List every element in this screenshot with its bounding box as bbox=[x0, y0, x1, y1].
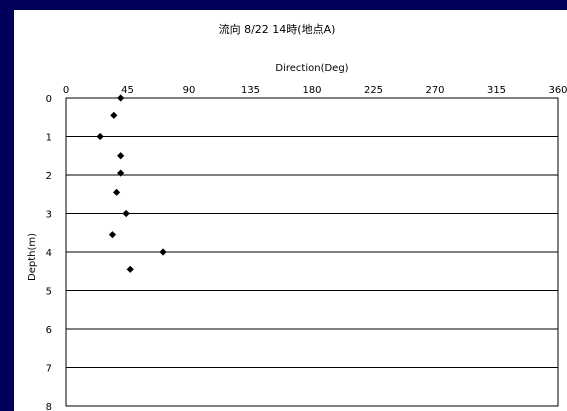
gridlines bbox=[66, 136, 558, 368]
y-tick-label: 4 bbox=[46, 248, 52, 259]
x-tick-label: 315 bbox=[487, 85, 506, 96]
data-point-7 bbox=[122, 209, 130, 218]
y-tick-label: 7 bbox=[46, 364, 52, 375]
y-tick-label: 5 bbox=[46, 287, 52, 298]
y-tick-label: 3 bbox=[46, 210, 52, 221]
x-tick-label: 135 bbox=[241, 85, 260, 96]
y-axis-label: Depth(m) bbox=[27, 233, 38, 281]
data-point-2 bbox=[110, 111, 118, 119]
data-point-1 bbox=[117, 94, 125, 102]
data-point-8 bbox=[108, 231, 117, 239]
x-tick-label: 90 bbox=[183, 85, 196, 96]
x-tick-labels: 0 45 90 135 180 225 270 315 360 bbox=[63, 85, 567, 96]
x-tick-label: 225 bbox=[364, 85, 383, 96]
x-tick-label: 270 bbox=[425, 85, 444, 96]
y-tick-label: 2 bbox=[46, 171, 52, 182]
x-tick-label: 180 bbox=[302, 85, 321, 96]
y-tick-label: 6 bbox=[46, 325, 52, 336]
x-axis-label: Direction(Deg) bbox=[275, 63, 348, 74]
y-tick-label: 0 bbox=[46, 94, 52, 105]
data-point-3 bbox=[96, 132, 104, 141]
x-tick-label: 360 bbox=[548, 85, 567, 96]
plot-area bbox=[65, 97, 559, 407]
y-tick-label: 8 bbox=[46, 402, 52, 411]
data-point-6 bbox=[112, 188, 121, 196]
chart-panel: 流向 8/22 14時(地点A) Direction(Deg) Depth(m)… bbox=[14, 10, 567, 411]
chart-title: 流向 8/22 14時(地点A) bbox=[219, 22, 336, 36]
x-tick-label: 0 bbox=[63, 85, 69, 96]
depth-direction-chart: 流向 8/22 14時(地点A) Direction(Deg) Depth(m)… bbox=[27, 22, 567, 411]
data-point-5 bbox=[117, 169, 125, 177]
x-tick-label: 45 bbox=[121, 85, 134, 96]
data-point-4 bbox=[117, 152, 125, 160]
data-point-9 bbox=[159, 248, 167, 256]
y-tick-labels: 0 1 2 3 4 5 6 7 8 bbox=[46, 94, 52, 411]
y-tick-label: 1 bbox=[46, 133, 52, 144]
data-points bbox=[96, 94, 167, 273]
data-point-10 bbox=[126, 265, 134, 273]
